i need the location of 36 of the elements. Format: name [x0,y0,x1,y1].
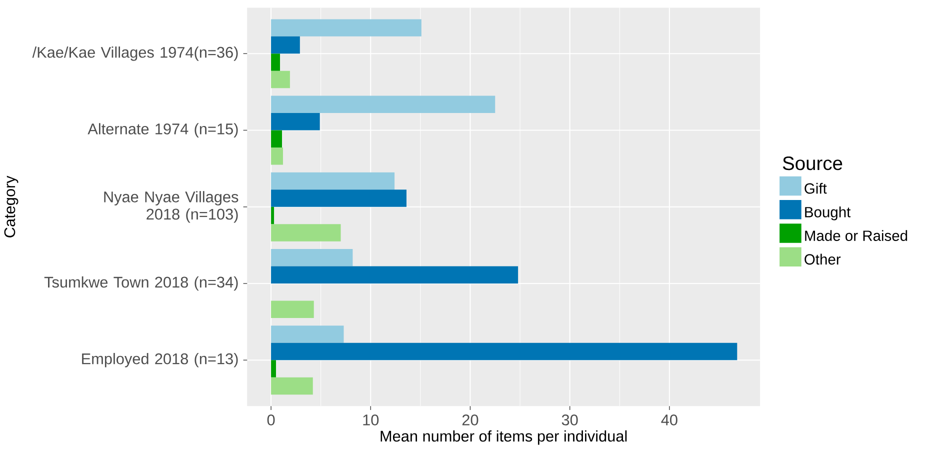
bar [271,112,320,130]
bar [271,360,276,378]
bar [271,248,353,266]
y-tick-label: Alternate 1974 (n=15) [88,122,238,138]
bar [271,342,738,360]
bar [271,326,344,343]
bar [271,172,395,190]
bar [271,130,282,148]
bar [271,54,280,71]
bar [271,147,283,165]
bar [271,36,300,54]
bar [271,224,341,242]
y-tick-label: Nyae Nyae Villages 2018 (n=103) [104,190,238,223]
bar [271,19,422,36]
legend-label: Other [804,254,841,264]
bar [271,377,313,394]
x-tick-label: 0 [267,414,275,426]
x-axis-title: Mean number of items per individual [380,430,627,445]
y-tick-label: Tsumkwe Town 2018 (n=34) [44,276,238,291]
bar [271,300,314,318]
bar [271,70,290,88]
x-tick-label: 40 [661,414,678,426]
bar [271,266,518,284]
bar [271,96,496,113]
bar [271,206,274,224]
legend-title: Source [782,156,842,170]
y-tick-label: Employed 2018 (n=13) [82,352,238,368]
bar [271,190,406,207]
legend-label: Made or Raised [805,230,908,241]
legend-label: Bought [805,206,851,220]
x-tick-label: 10 [363,414,379,426]
y-axis-title: Category [4,176,18,238]
x-tick-label: 30 [562,414,578,426]
y-tick-label: /Kae/Kae Villages 1974(n=36) [32,46,238,61]
x-tick-label: 20 [462,414,478,426]
legend-label: Gift [804,182,827,194]
